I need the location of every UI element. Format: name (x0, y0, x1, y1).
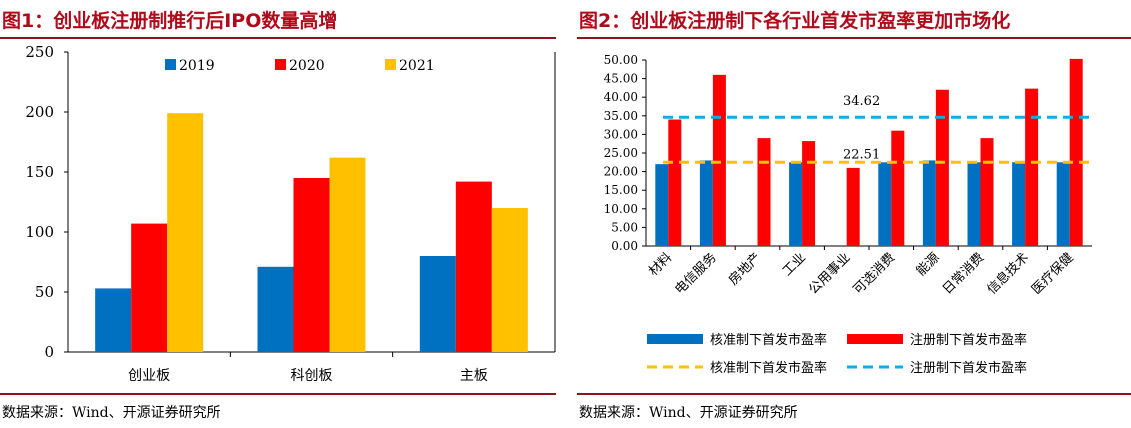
y-tick-label: 150 (25, 163, 54, 181)
bar-核准制-能源 (922, 160, 936, 246)
figure-2-source: 数据来源：Wind、开源证券研究所 (579, 405, 798, 421)
y-tick-label: 45.00 (604, 72, 638, 86)
bar-2021-科创板 (329, 157, 366, 352)
bar-2019-创业板 (95, 288, 132, 352)
bar-注册制-医疗保健 (1069, 58, 1083, 246)
bar-2019-主板 (419, 256, 456, 352)
bar-核准制-可选消费 (878, 162, 892, 246)
bar-核准制-信息技术 (1012, 162, 1026, 246)
x-tick-label: 可选消费 (851, 250, 898, 297)
y-tick-label: 20.00 (604, 165, 638, 179)
legend-swatch-2020 (275, 59, 286, 70)
bar-2020-创业板 (131, 223, 168, 352)
bar-注册制-公用事业 (846, 167, 860, 246)
reference-line-label: 34.62 (843, 94, 880, 109)
y-tick-label: 15.00 (604, 183, 638, 197)
bar-注册制-信息技术 (1025, 88, 1039, 246)
bar-注册制-材料 (668, 119, 682, 246)
y-tick-label: 25.00 (604, 146, 638, 160)
y-tick-label: 0.00 (611, 239, 638, 253)
pe-ratio-bar-chart: 0.00 5.00 10.00 15.00 20.00 25.00 30.00 35.00 40… (604, 53, 1092, 376)
x-tick-label: 工业 (780, 250, 809, 279)
x-tick-label: 信息技术 (984, 250, 1032, 298)
legend-swatch (847, 334, 903, 344)
bar-注册制-房地产 (757, 138, 771, 246)
figure-2: 图2：创业板注册制下各行业首发市盈率更加市场化 0.00 5.00 10.00 15.… (577, 0, 1131, 428)
figure-1-title: 图1：创业板注册制推行后IPO数量高增 (2, 10, 338, 32)
figure-2-title: 图2：创业板注册制下各行业首发市盈率更加市场化 (579, 10, 1011, 32)
x-tick-label: 公用事业 (806, 250, 853, 297)
legend-label: 核准制下首发市盈率 (710, 360, 827, 376)
bar-2020-科创板 (293, 178, 330, 352)
bar-核准制-材料 (655, 164, 669, 246)
legend-label: 注册制下首发市盈率 (910, 332, 1027, 348)
legend-swatch-2021 (385, 59, 396, 70)
y-tick-label: 35.00 (604, 109, 638, 123)
x-tick-label: 房地产 (725, 250, 764, 289)
bar-2019-科创板 (257, 266, 294, 352)
y-tick-label: 100 (25, 223, 54, 241)
source-rule (0, 393, 556, 395)
figure-1: 图1：创业板注册制推行后IPO数量高增 0 50 100 150 200 250 创业板 科创… (0, 0, 556, 428)
y-tick-label: 200 (25, 103, 54, 121)
source-rule (577, 393, 1131, 395)
title-rule (0, 37, 556, 39)
legend-label: 注册制下首发市盈率 (910, 360, 1027, 376)
bar-注册制-电信服务 (712, 74, 726, 246)
legend-label-2019: 2019 (179, 58, 215, 74)
title-rule (577, 37, 1131, 39)
x-tick-label: 主板 (460, 368, 488, 384)
y-tick-label: 5.00 (611, 220, 638, 234)
x-tick-label: 电信服务 (672, 250, 720, 298)
ipo-count-bar-chart: 0 50 100 150 200 250 创业板 科创板 主板 2019 2020 2021 (25, 43, 556, 384)
reference-line-label: 22.51 (843, 147, 880, 162)
figure-1-source: 数据来源：Wind、开源证券研究所 (2, 405, 221, 421)
x-tick-label: 日常消费 (940, 250, 987, 297)
bar-2020-主板 (455, 181, 492, 352)
x-tick-label: 材料 (646, 250, 675, 279)
x-tick-label: 创业板 (128, 368, 170, 384)
x-tick-label: 能源 (914, 250, 943, 279)
legend-swatch (647, 334, 703, 344)
y-tick-label: 50 (35, 283, 54, 301)
bar-2021-创业板 (167, 113, 204, 352)
y-tick-label: 250 (25, 43, 54, 61)
bar-核准制-工业 (789, 162, 803, 246)
x-tick-label: 医疗保健 (1029, 250, 1076, 297)
y-tick-label: 50.00 (604, 53, 638, 67)
legend-label-2021: 2021 (399, 58, 435, 74)
y-tick-label: 10.00 (604, 202, 638, 216)
bar-注册制-工业 (802, 141, 816, 246)
x-tick-label: 科创板 (291, 368, 333, 384)
y-tick-label: 0 (44, 343, 54, 361)
y-tick-label: 30.00 (604, 127, 638, 141)
bar-核准制-医疗保健 (1056, 162, 1070, 246)
bar-核准制-电信服务 (699, 160, 713, 246)
legend-swatch-2019 (165, 59, 176, 70)
legend-label-2020: 2020 (289, 58, 325, 74)
bar-注册制-能源 (935, 89, 949, 246)
bar-注册制-可选消费 (891, 130, 905, 246)
bar-核准制-日常消费 (967, 162, 981, 246)
bar-2021-主板 (491, 208, 528, 352)
legend-label: 核准制下首发市盈率 (710, 332, 827, 348)
bar-注册制-日常消费 (980, 138, 994, 246)
y-tick-label: 40.00 (604, 90, 638, 104)
